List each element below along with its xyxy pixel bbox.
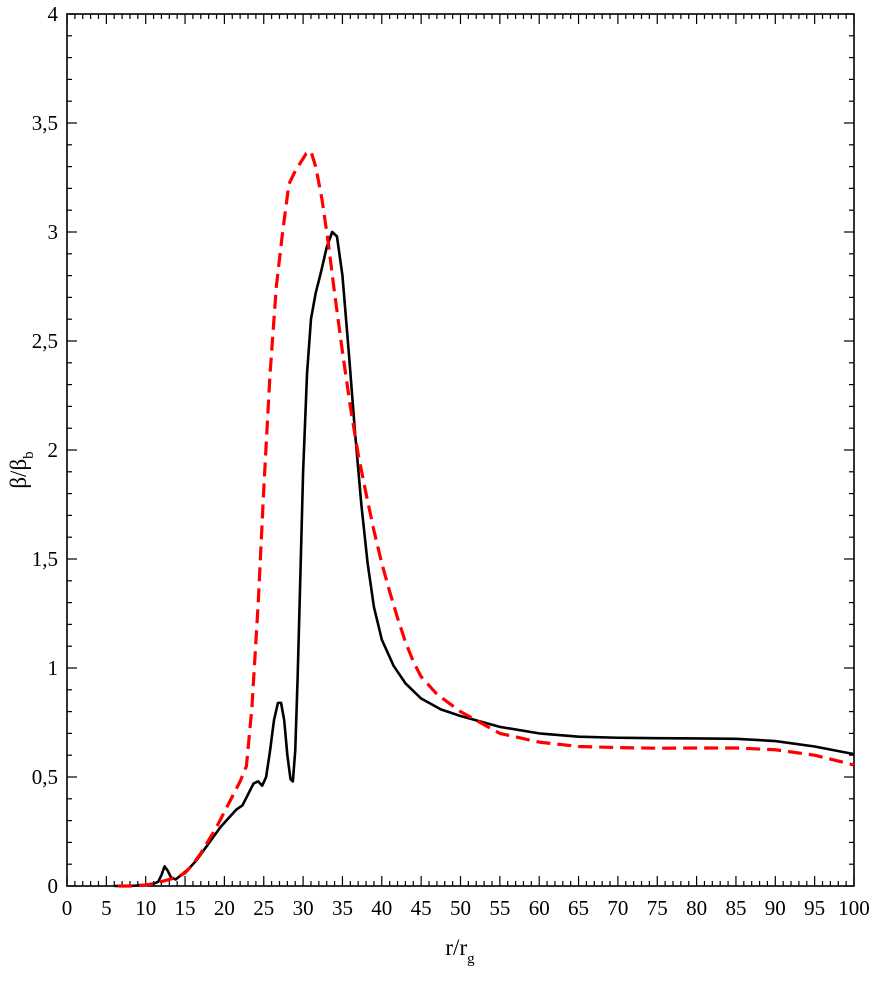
x-tick-label: 5 [101, 896, 112, 920]
y-tick-label: 2 [48, 438, 59, 462]
y-tick-label: 3,5 [32, 111, 58, 135]
series-line-red-dashed [118, 149, 855, 888]
x-tick-label: 80 [686, 896, 707, 920]
x-tick-label: 0 [62, 896, 73, 920]
x-axis-label-sub: g [467, 951, 475, 967]
x-tick-label: 40 [371, 896, 392, 920]
x-tick-label: 55 [489, 896, 510, 920]
y-tick-label: 3 [48, 220, 59, 244]
y-tick-label: 4 [48, 2, 59, 26]
y-tick-label: 0 [48, 874, 59, 898]
x-tick-label: 60 [529, 896, 550, 920]
x-tick-label: 85 [725, 896, 746, 920]
x-tick-label: 15 [175, 896, 196, 920]
x-tick-label: 45 [411, 896, 432, 920]
x-tick-label: 95 [804, 896, 825, 920]
tick-labels: 0 5 10 15 20 25 30 35 40 45 50 55 60 65 70 75 80 85 90 95 10… [32, 2, 870, 920]
x-axis-label: r/rg [445, 935, 475, 967]
x-tick-label: 25 [253, 896, 274, 920]
y-axis-label-main: β/β [6, 459, 31, 489]
series-line-black-solid [114, 230, 855, 888]
y-tick-label: 2,5 [32, 329, 58, 353]
x-tick-label: 35 [332, 896, 353, 920]
x-tick-label: 30 [293, 896, 314, 920]
x-tick-label: 10 [135, 896, 156, 920]
x-tick-label: 90 [765, 896, 786, 920]
y-axis-label-sub: b [21, 451, 37, 459]
plot-frame [66, 13, 855, 887]
x-tick-label: 75 [647, 896, 668, 920]
x-tick-label: 20 [214, 896, 235, 920]
x-axis-label-main: r/r [445, 935, 467, 960]
x-tick-label: 65 [568, 896, 589, 920]
axis-ticks [66, 13, 855, 887]
y-tick-label: 1,5 [32, 547, 58, 571]
y-tick-label: 1 [48, 656, 59, 680]
x-tick-label: 50 [450, 896, 471, 920]
y-tick-label: 0,5 [32, 765, 58, 789]
series-layer [114, 149, 855, 888]
y-axis-label: β/βb [6, 451, 37, 488]
x-tick-label: 70 [607, 896, 628, 920]
x-tick-label: 100 [838, 896, 870, 920]
